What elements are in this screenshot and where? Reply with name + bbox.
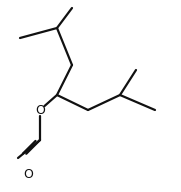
Text: O: O [23,169,33,181]
Text: O: O [35,103,45,117]
